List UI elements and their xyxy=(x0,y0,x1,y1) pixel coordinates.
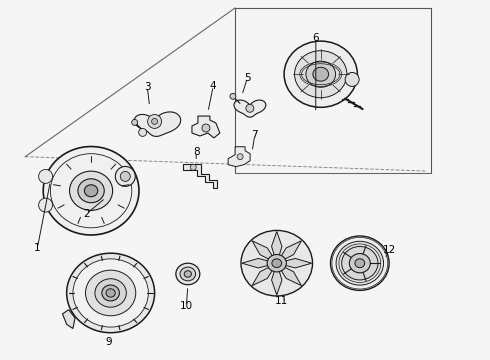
Ellipse shape xyxy=(355,259,365,268)
Ellipse shape xyxy=(180,267,196,281)
Text: 9: 9 xyxy=(105,337,112,347)
Ellipse shape xyxy=(176,263,200,285)
Polygon shape xyxy=(277,263,301,285)
Ellipse shape xyxy=(184,271,192,277)
Ellipse shape xyxy=(313,67,329,81)
Polygon shape xyxy=(62,310,75,329)
Text: 6: 6 xyxy=(313,33,319,43)
Ellipse shape xyxy=(106,289,115,297)
Ellipse shape xyxy=(102,285,120,301)
Ellipse shape xyxy=(294,51,347,98)
Ellipse shape xyxy=(272,259,282,267)
Text: 7: 7 xyxy=(251,130,258,140)
Polygon shape xyxy=(252,263,277,285)
Circle shape xyxy=(151,118,158,125)
Text: 5: 5 xyxy=(244,73,251,83)
Polygon shape xyxy=(192,116,220,138)
Polygon shape xyxy=(242,258,277,268)
Ellipse shape xyxy=(67,253,155,333)
Polygon shape xyxy=(271,263,282,295)
Polygon shape xyxy=(277,241,301,263)
Ellipse shape xyxy=(78,179,104,203)
Circle shape xyxy=(121,171,130,181)
Ellipse shape xyxy=(336,241,384,285)
Text: 4: 4 xyxy=(210,81,217,91)
Circle shape xyxy=(147,114,162,129)
Polygon shape xyxy=(234,100,266,117)
Circle shape xyxy=(39,170,52,183)
Circle shape xyxy=(132,120,138,125)
Circle shape xyxy=(246,104,254,112)
Ellipse shape xyxy=(284,41,357,107)
Text: 1: 1 xyxy=(34,243,41,253)
Text: 8: 8 xyxy=(193,147,199,157)
Ellipse shape xyxy=(342,247,378,280)
Polygon shape xyxy=(228,147,250,167)
Circle shape xyxy=(237,154,243,160)
Circle shape xyxy=(39,198,52,212)
Ellipse shape xyxy=(331,236,389,291)
Ellipse shape xyxy=(306,61,336,87)
Ellipse shape xyxy=(43,147,139,235)
Polygon shape xyxy=(183,164,217,188)
Text: 2: 2 xyxy=(83,209,90,219)
Polygon shape xyxy=(252,241,277,263)
Circle shape xyxy=(230,93,236,99)
Text: 11: 11 xyxy=(275,296,288,306)
Ellipse shape xyxy=(85,270,136,316)
Text: 3: 3 xyxy=(144,82,150,92)
Circle shape xyxy=(190,164,196,170)
Circle shape xyxy=(139,129,147,136)
Polygon shape xyxy=(134,112,181,136)
Circle shape xyxy=(115,166,135,186)
Circle shape xyxy=(202,124,210,132)
Circle shape xyxy=(345,72,359,86)
Ellipse shape xyxy=(84,185,98,197)
Ellipse shape xyxy=(241,230,313,296)
Ellipse shape xyxy=(267,255,286,272)
Polygon shape xyxy=(277,258,312,268)
Ellipse shape xyxy=(95,279,126,307)
Ellipse shape xyxy=(73,259,148,327)
Ellipse shape xyxy=(70,171,113,210)
Text: 10: 10 xyxy=(180,301,193,311)
Text: 12: 12 xyxy=(383,245,396,255)
Ellipse shape xyxy=(349,253,370,273)
Polygon shape xyxy=(271,231,282,263)
